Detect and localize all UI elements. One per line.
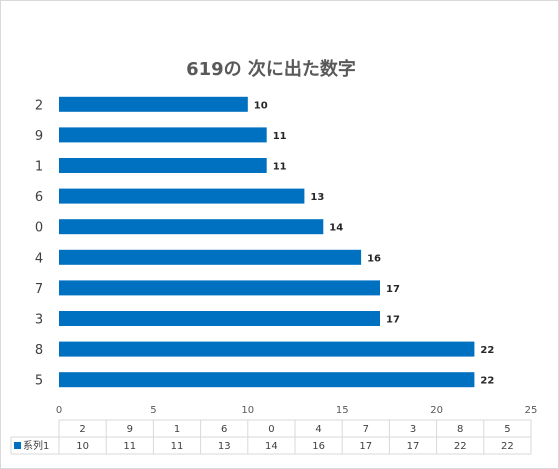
data-label-2: 10	[254, 100, 268, 111]
table-header-8: 8	[457, 424, 463, 435]
data-label-3: 17	[386, 315, 400, 326]
data-label-6: 13	[310, 192, 324, 203]
table-header-5: 5	[504, 424, 510, 435]
table-header-9: 9	[127, 424, 133, 435]
bar-8	[59, 341, 475, 357]
table-value-7: 17	[359, 441, 372, 452]
bars-layer: 5 228 223 177 174 160 146 131 119 112 100 5 10 15 20 25	[35, 96, 538, 416]
x-tick-20: 20	[430, 405, 443, 416]
table-value-2: 10	[76, 441, 89, 452]
x-tick-10: 10	[241, 405, 254, 416]
bar-5	[59, 372, 475, 388]
bar-2	[59, 96, 248, 112]
table-value-1: 11	[171, 441, 184, 452]
table-header-2: 2	[79, 424, 85, 435]
table-header-4: 4	[315, 424, 321, 435]
category-label-4: 4	[35, 251, 43, 266]
category-label-0: 0	[35, 221, 43, 236]
bar-6	[59, 188, 305, 204]
data-label-0: 14	[329, 223, 343, 234]
table-value-4: 16	[312, 441, 325, 452]
data-label-7: 17	[386, 284, 400, 295]
x-tick-0: 0	[56, 405, 62, 416]
category-label-3: 3	[35, 313, 43, 328]
table-value-8: 22	[454, 441, 467, 452]
data-label-1: 11	[273, 162, 287, 173]
bar-7	[59, 280, 380, 296]
table-value-6: 13	[218, 441, 231, 452]
legend-key	[14, 442, 21, 449]
category-label-6: 6	[35, 190, 43, 205]
bar-9	[59, 127, 267, 143]
category-label-8: 8	[35, 343, 43, 358]
x-tick-15: 15	[336, 405, 349, 416]
table-value-0: 14	[265, 441, 278, 452]
data-label-9: 11	[273, 131, 287, 142]
data-label-4: 16	[367, 253, 381, 264]
bar-0	[59, 219, 324, 235]
category-label-2: 2	[35, 98, 43, 113]
table-header-0: 0	[268, 424, 274, 435]
bar-4	[59, 249, 362, 265]
data-label-5: 22	[480, 376, 494, 387]
table-value-9: 11	[123, 441, 136, 452]
data-label-8: 22	[480, 345, 494, 356]
table-value-3: 17	[407, 441, 420, 452]
x-tick-5: 5	[150, 405, 156, 416]
table-value-5: 22	[501, 441, 514, 452]
category-label-5: 5	[35, 374, 43, 389]
category-label-7: 7	[35, 282, 43, 297]
x-tick-25: 25	[525, 405, 538, 416]
table-header-1: 1	[174, 424, 180, 435]
bar-1	[59, 158, 267, 173]
bar-3	[59, 311, 380, 326]
table-header-7: 7	[363, 424, 369, 435]
table-header-3: 3	[410, 424, 416, 435]
category-label-9: 9	[35, 129, 43, 144]
table-header-6: 6	[221, 424, 227, 435]
chart-title: 619の 次に出た数字	[186, 58, 356, 80]
legend-series-name: 系列1	[23, 439, 49, 452]
category-label-1: 1	[35, 160, 43, 175]
